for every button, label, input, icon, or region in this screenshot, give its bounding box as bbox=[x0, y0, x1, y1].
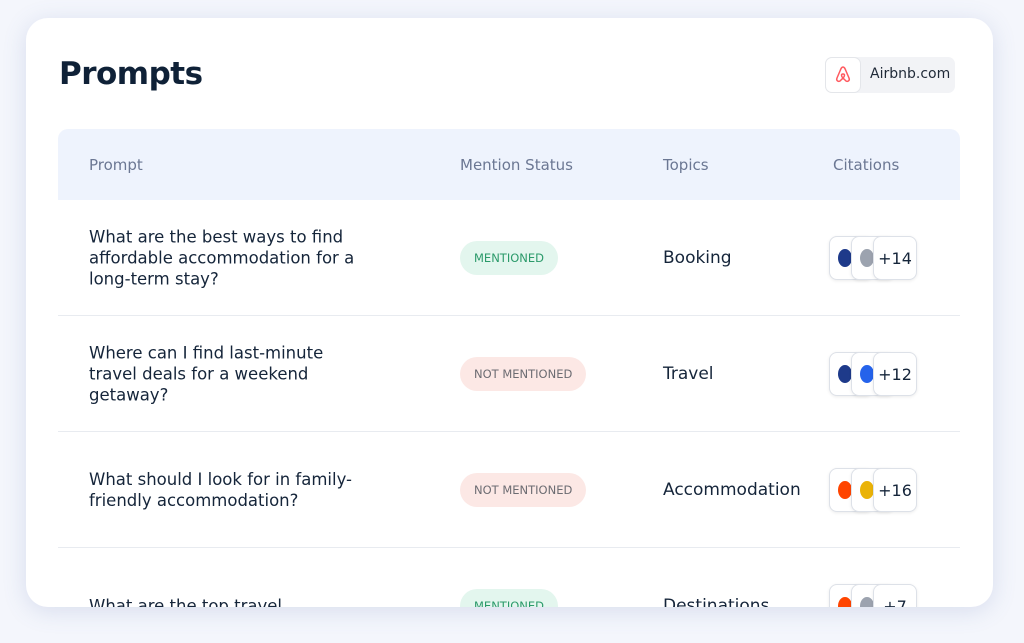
citation-count: +7 bbox=[883, 596, 907, 608]
icon-glyph bbox=[838, 596, 852, 607]
table-header: Prompt Mention Status Topics Citations bbox=[58, 129, 960, 200]
prompt-text: Where can I find last-minute travel deal… bbox=[89, 343, 324, 404]
topic: Booking bbox=[663, 247, 732, 268]
citation-count: +14 bbox=[878, 248, 912, 268]
status-pill: MENTIONED bbox=[460, 588, 558, 607]
table-row[interactable]: What are the best ways to find affordabl… bbox=[58, 200, 960, 316]
table: Prompt Mention Status Topics Citations What… bbox=[58, 129, 960, 607]
status-pill: MENTIONED bbox=[460, 240, 558, 275]
icon-glyph bbox=[838, 364, 852, 383]
prompt-text: What are the top travel bbox=[89, 596, 282, 607]
prompt-text: What are the best ways to find affordabl… bbox=[89, 227, 355, 288]
topic: Accommodation bbox=[663, 479, 801, 500]
column-header: Citations bbox=[833, 156, 900, 174]
topic: Travel bbox=[663, 363, 714, 384]
citation-count: +12 bbox=[878, 364, 912, 384]
icon-glyph bbox=[838, 248, 852, 267]
column-header: Topics bbox=[663, 156, 709, 174]
column-header: Prompt bbox=[89, 156, 143, 174]
brand-name: Airbnb.com bbox=[870, 66, 951, 82]
column-header: Mention Status bbox=[460, 156, 573, 174]
page-title: Prompts bbox=[59, 56, 203, 92]
icon-glyph bbox=[838, 480, 852, 499]
citation-count: +16 bbox=[878, 480, 912, 500]
citations: +7 bbox=[829, 583, 919, 608]
table-body: What are the best ways to find affordabl… bbox=[58, 200, 960, 607]
status-pill: NOT MENTIONED bbox=[460, 356, 587, 391]
prompt-text: What should I look for in family-friendl… bbox=[89, 469, 353, 510]
table-row[interactable]: Where can I find last-minute travel deal… bbox=[58, 316, 960, 432]
citations: +12 bbox=[829, 351, 919, 396]
card: Prompts Airbnb.com Prompt Mention Status T… bbox=[26, 18, 993, 607]
topic: Destinations bbox=[663, 595, 770, 608]
citations: +14 bbox=[829, 235, 919, 280]
table-row[interactable]: What are the top travel MENTIONED Destinat… bbox=[58, 548, 960, 607]
citation-more: +16 bbox=[873, 467, 917, 512]
citation-more: +14 bbox=[873, 235, 917, 280]
citation-more: +7 bbox=[873, 583, 917, 608]
brand-badge[interactable]: Airbnb.com bbox=[825, 57, 955, 93]
airbnb-logo bbox=[836, 66, 850, 83]
icon-glyph bbox=[860, 364, 874, 383]
table-row[interactable]: What should I look for in family-friendl… bbox=[58, 432, 960, 548]
status-pill: NOT MENTIONED bbox=[460, 472, 587, 507]
icon-glyph bbox=[860, 248, 874, 267]
icon-glyph bbox=[860, 480, 874, 499]
icon-glyph bbox=[860, 596, 874, 607]
airbnb-icon bbox=[825, 57, 861, 93]
citation-more: +12 bbox=[873, 351, 917, 396]
citations: +16 bbox=[829, 467, 919, 512]
